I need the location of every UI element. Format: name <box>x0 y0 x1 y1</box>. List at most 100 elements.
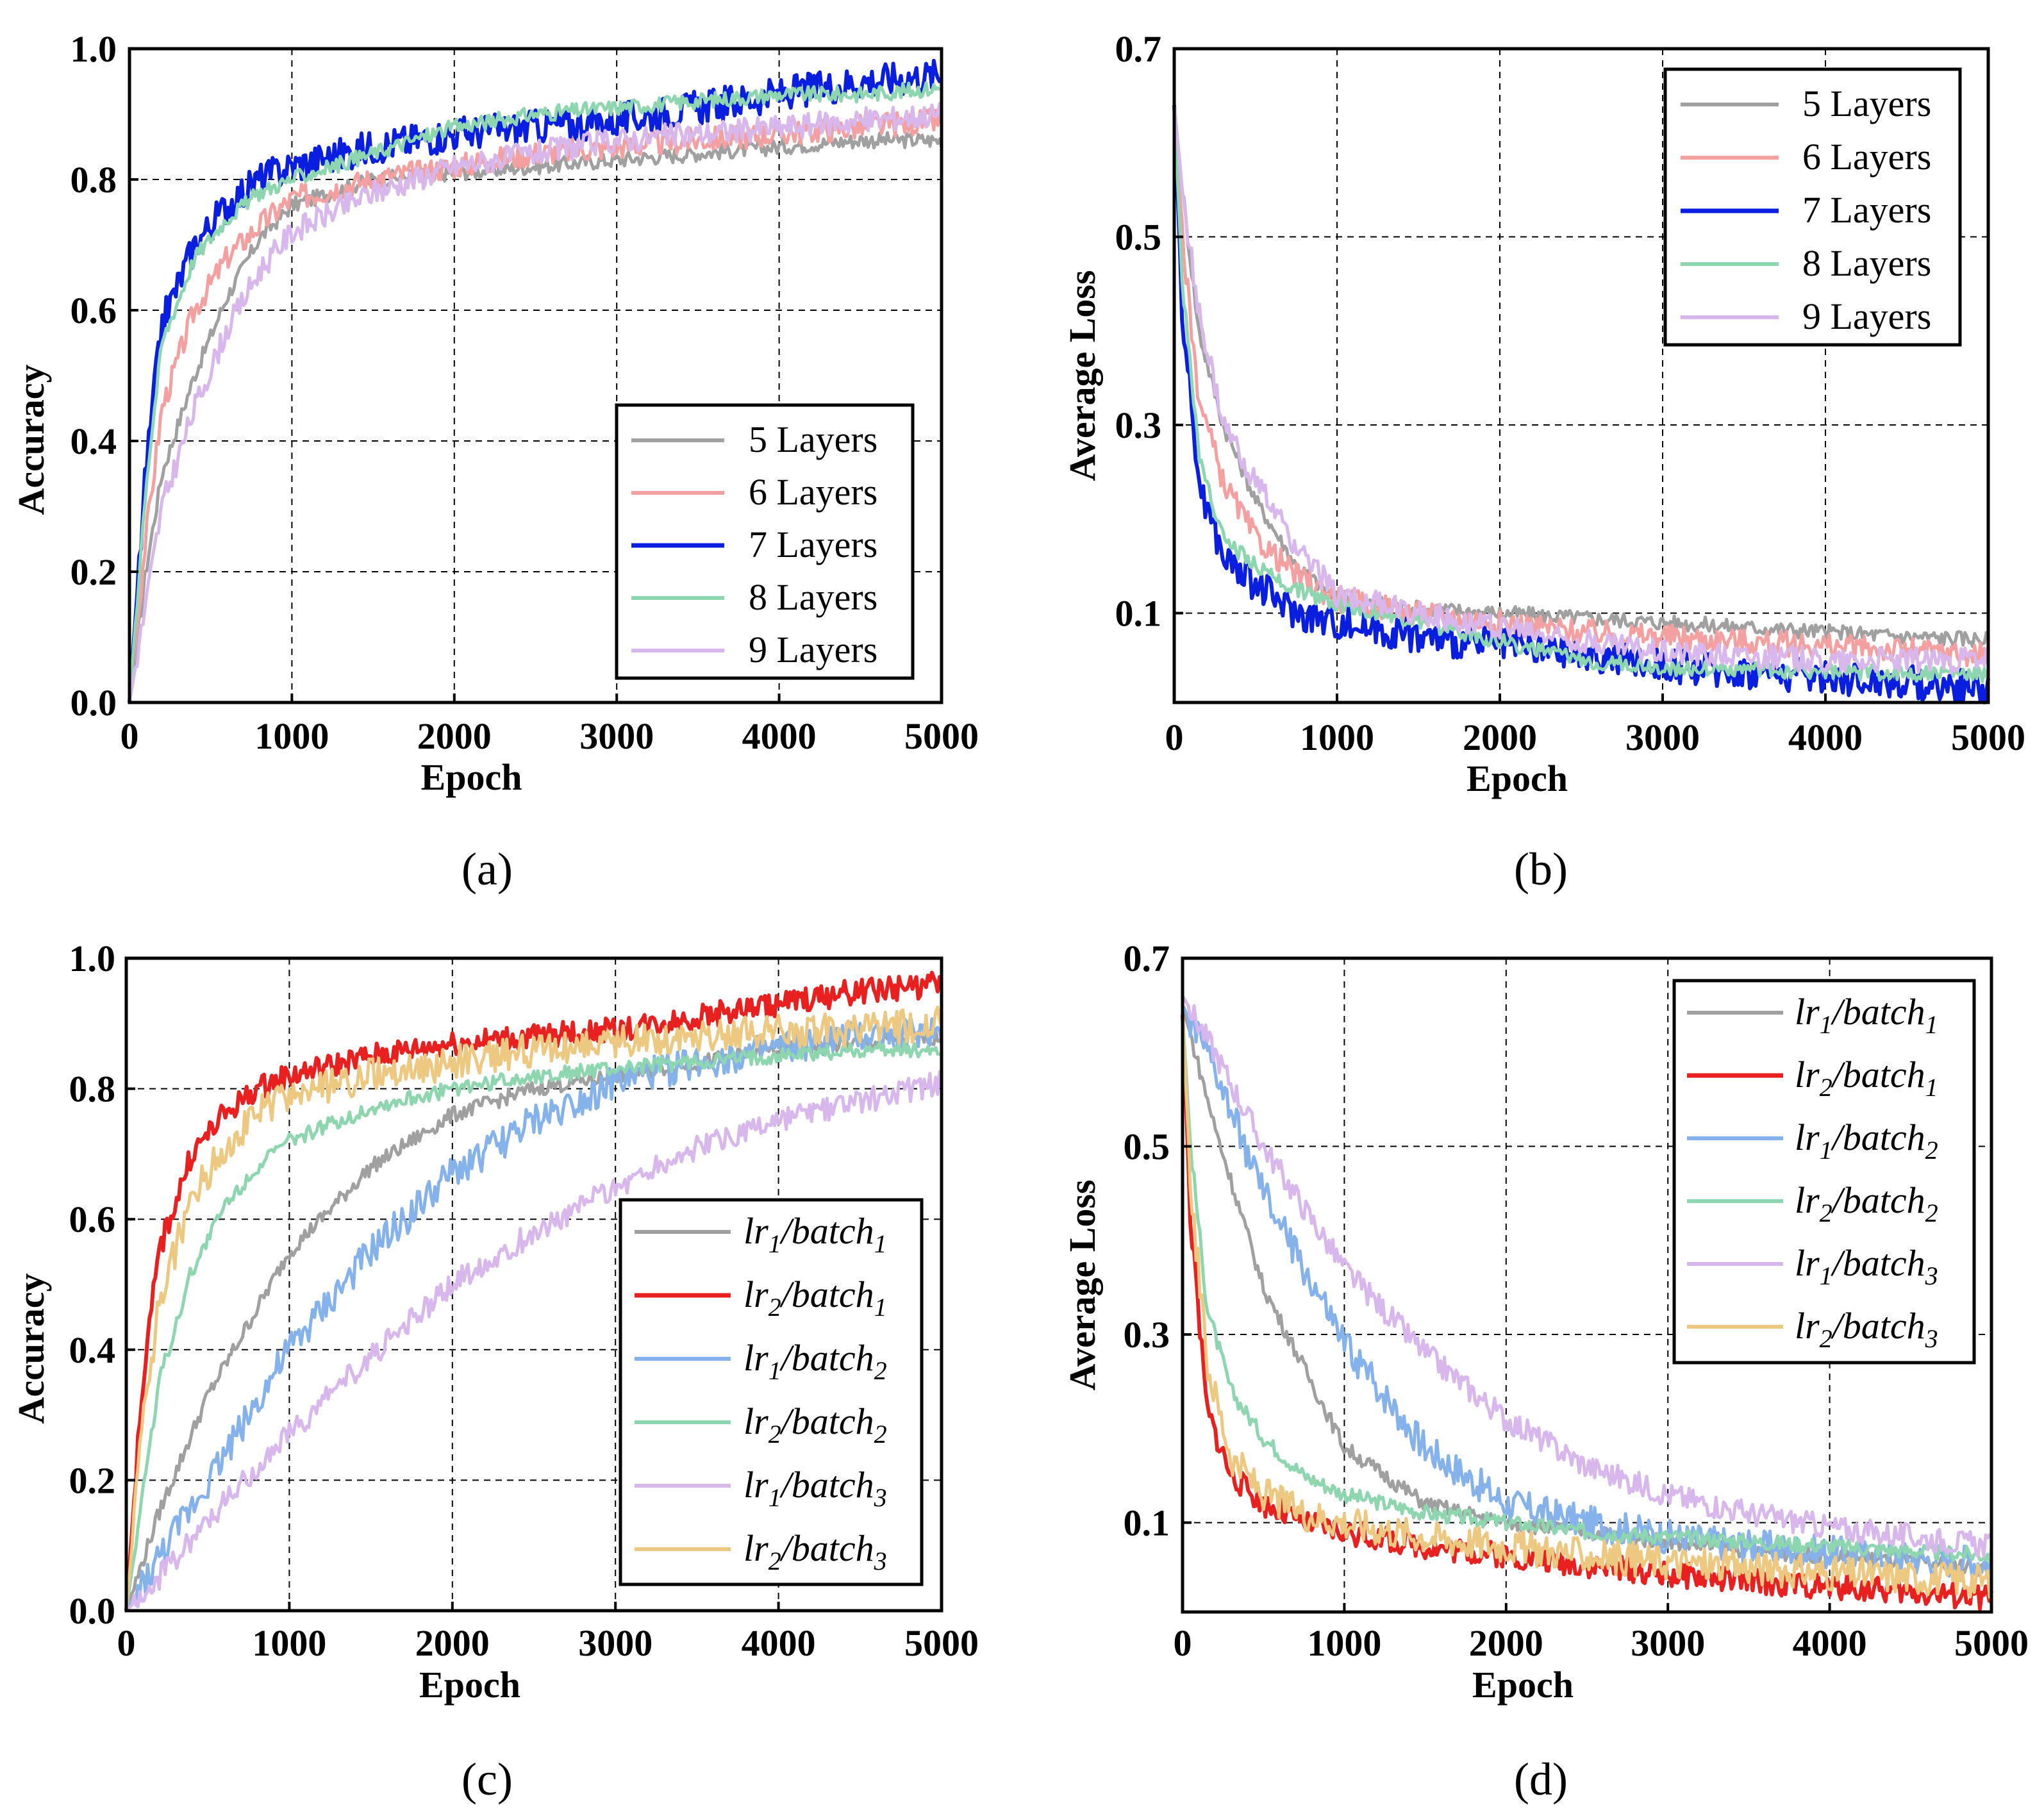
legend-label-part: /batch <box>1831 1179 1925 1221</box>
legend-subscript: 1 <box>1820 1010 1832 1039</box>
legend-label: lr2/batch2 <box>744 1400 887 1449</box>
plot-frame <box>124 956 943 1613</box>
legend-label-part: lr <box>744 1464 769 1506</box>
panel-label: (d) <box>1514 1754 1568 1805</box>
legend-label: lr2/batch1 <box>744 1274 887 1322</box>
y-axis-label: Average Loss <box>1061 270 1103 481</box>
legend-subscript: 2 <box>1925 1199 1938 1227</box>
legend-label-part: /batch <box>1831 1054 1925 1095</box>
series-line-4 <box>1172 104 1989 683</box>
series-line-6 <box>124 1005 943 1611</box>
legend-label-part: /batch <box>1831 991 1925 1033</box>
legend-subscript: 1 <box>1820 1261 1832 1290</box>
legend-subscript: 2 <box>874 1420 887 1449</box>
x-tick-label: 4000 <box>742 715 817 757</box>
legend-subscript: 2 <box>1820 1073 1832 1102</box>
legend-subscript: 2 <box>769 1547 781 1575</box>
y-tick-label: 0.2 <box>69 1459 116 1501</box>
chart-panel-b: 0 1000 2000 3000 4000 5000 0.1 0.3 0.5 0.7 Epoch Av… <box>1061 28 2025 895</box>
x-tick-label: 1000 <box>1307 1622 1381 1664</box>
legend-label-part: /batch <box>779 1400 874 1442</box>
legend-label: lr1/batch3 <box>744 1464 887 1512</box>
series-line-3 <box>128 58 943 703</box>
legend-label: lr2/batch3 <box>1795 1305 1938 1353</box>
y-tick-label: 0.7 <box>1124 938 1170 979</box>
x-tick-label: 0 <box>1165 717 1184 758</box>
legend-subscript: 1 <box>874 1229 887 1258</box>
legend-label-part: lr <box>744 1210 769 1252</box>
legend-subscript: 3 <box>874 1547 887 1575</box>
x-tick-label: 5000 <box>904 715 979 757</box>
y-tick-label: 0.5 <box>1115 217 1162 258</box>
legend-subscript: 1 <box>769 1356 781 1385</box>
x-tick-label: 2000 <box>417 715 492 757</box>
y-tick-label: 0.6 <box>69 1199 116 1240</box>
legend-label-part: lr <box>1795 1117 1820 1158</box>
legend-label-part: /batch <box>779 1337 874 1379</box>
legend-label: lr1/batch2 <box>744 1337 887 1385</box>
legend-label-part: lr <box>1795 1305 1820 1347</box>
legend-label: 6 Layers <box>1802 136 1931 178</box>
y-tick-label: 0.6 <box>71 290 117 331</box>
series-line-4 <box>124 1040 943 1611</box>
legend-label: 5 Layers <box>749 419 877 460</box>
x-tick-label: 2000 <box>415 1622 490 1664</box>
series-line-5 <box>125 1070 943 1612</box>
y-tick-label: 0.4 <box>69 1329 116 1371</box>
legend-label: lr1/batch1 <box>744 1210 887 1258</box>
series-line-5 <box>128 101 943 703</box>
legend-label: 8 Layers <box>1802 242 1931 284</box>
legend-label-part: /batch <box>1831 1305 1925 1347</box>
y-tick-label: 0.3 <box>1124 1314 1170 1356</box>
series-line-5 <box>1172 104 1990 674</box>
x-tick-label: 4000 <box>742 1622 816 1664</box>
legend-label-part: lr <box>744 1400 769 1442</box>
legend-label: lr1/batch3 <box>1795 1242 1938 1290</box>
panel-label: (c) <box>461 1754 513 1805</box>
series-line-1 <box>128 131 943 703</box>
series-line-3 <box>124 1015 943 1612</box>
legend-subscript: 1 <box>1820 1136 1832 1165</box>
legend-subscript: 1 <box>874 1293 887 1322</box>
legend-label-part: lr <box>1795 991 1820 1033</box>
series-line-2 <box>128 107 943 703</box>
series-line-6 <box>1181 1014 1993 1599</box>
x-tick-label: 5000 <box>1951 717 2025 758</box>
legend: 5 Layers 6 Layers 7 Layers 8 Layers 9 Layers <box>615 403 915 680</box>
x-tick-label: 2000 <box>1463 717 1537 758</box>
legend-box <box>619 1198 924 1586</box>
x-tick-label: 0 <box>117 1622 136 1664</box>
series-line-2 <box>124 970 942 1611</box>
legend-subscript: 3 <box>1925 1261 1938 1290</box>
legend-label: 6 Layers <box>749 471 877 513</box>
legend-label: lr2/batch3 <box>744 1527 887 1575</box>
x-axis-label: Epoch <box>421 756 522 798</box>
series-line-4 <box>1181 1014 1993 1564</box>
chart-panel-d: 0 1000 2000 3000 4000 5000 0.1 0.3 0.5 0.7 Epoch Av… <box>1061 938 2029 1805</box>
legend-label: lr1/batch2 <box>1795 1117 1938 1165</box>
legend-box <box>615 403 915 680</box>
legend-subscript: 2 <box>1820 1199 1832 1227</box>
x-tick-label: 4000 <box>1793 1622 1867 1664</box>
y-tick-label: 0.0 <box>69 1590 116 1632</box>
legend-subscript: 1 <box>1925 1010 1938 1039</box>
legend-subscript: 1 <box>1925 1073 1938 1102</box>
x-tick-label: 3000 <box>1631 1622 1705 1664</box>
legend-subscript: 2 <box>1820 1324 1832 1353</box>
x-tick-label: 3000 <box>1625 717 1700 758</box>
legend-subscript: 1 <box>769 1483 781 1512</box>
legend-label-part: /batch <box>779 1210 874 1252</box>
legend-label-part: /batch <box>779 1527 874 1569</box>
legend-label-part: lr <box>1795 1054 1820 1095</box>
legend-label-part: lr <box>744 1274 769 1315</box>
legend-label: lr2/batch1 <box>1795 1054 1938 1102</box>
x-tick-label: 0 <box>1174 1622 1192 1664</box>
y-tick-label: 0.1 <box>1124 1502 1170 1544</box>
series-line-5 <box>1181 995 1993 1558</box>
legend-subscript: 2 <box>769 1293 781 1322</box>
legend-label-part: /batch <box>1831 1117 1925 1158</box>
legend-label-part: /batch <box>779 1464 874 1506</box>
chart-panel-c: 0 1000 2000 3000 4000 5000 0.0 0.2 0.4 0.6 0.8 1.0 E… <box>10 938 979 1805</box>
legend-subscript: 3 <box>1925 1324 1938 1353</box>
